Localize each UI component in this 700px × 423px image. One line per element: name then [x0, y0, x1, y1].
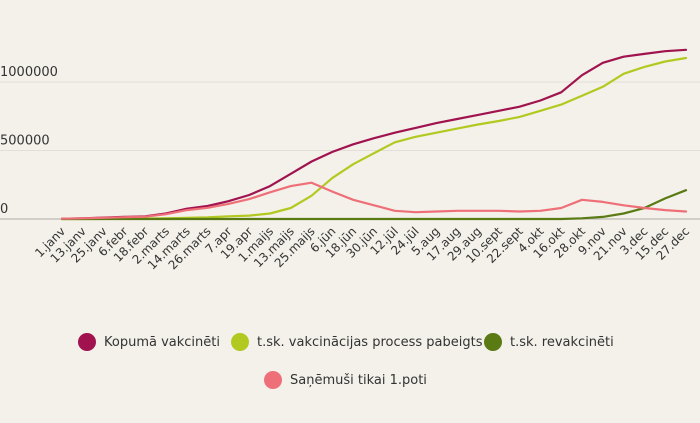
- legend-label: Kopumā vakcinēti: [104, 334, 220, 350]
- legend-label: t.sk. vakcinācijas process pabeigts: [257, 334, 483, 350]
- legend-marker: [231, 333, 249, 351]
- legend-item-tikai-1-poti[interactable]: Saņēmuši tikai 1.poti: [264, 371, 427, 389]
- legend-item-kopuma[interactable]: Kopumā vakcinēti: [78, 333, 220, 351]
- series-line: [60, 181, 688, 220]
- y-tick-label: 0: [0, 202, 8, 217]
- series-lines: [60, 48, 688, 221]
- legend-label: t.sk. revakcinēti: [510, 334, 614, 350]
- legend-marker: [484, 333, 502, 351]
- series-line: [60, 48, 688, 220]
- y-axis-ticks: 0 500000 1000000: [0, 65, 58, 217]
- y-tick-label: 500000: [0, 134, 50, 149]
- legend-marker: [264, 371, 282, 389]
- legend-marker: [78, 333, 96, 351]
- y-tick-label: 1000000: [0, 65, 58, 80]
- legend-item-pabeigts[interactable]: t.sk. vakcinācijas process pabeigts: [231, 333, 482, 351]
- x-axis-ticks: 1.janv13.janv25.janv6.febr18.febr2.marts…: [32, 224, 692, 272]
- legend-item-revakcineti[interactable]: t.sk. revakcinēti: [484, 333, 614, 351]
- legend-label: Saņēmuši tikai 1.poti: [290, 372, 427, 388]
- series-line: [60, 189, 688, 221]
